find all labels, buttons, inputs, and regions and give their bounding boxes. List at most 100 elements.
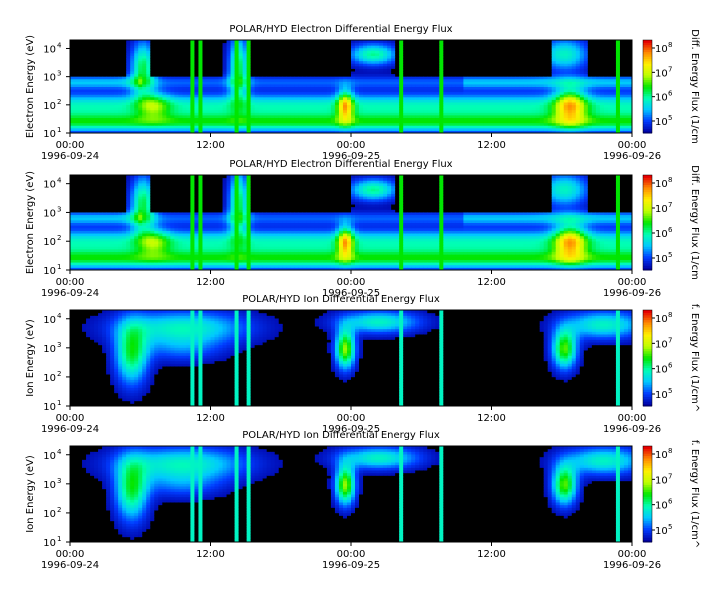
heatmap-cell: [186, 52, 191, 56]
heatmap-cell: [435, 58, 440, 62]
heatmap-cell: [202, 107, 207, 111]
heatmap-cell: [407, 102, 412, 106]
heatmap-cell: [178, 58, 183, 62]
heatmap-cell: [439, 40, 444, 44]
heatmap-cell: [134, 127, 139, 131]
heatmap-cell: [419, 102, 424, 106]
heatmap-cell: [346, 120, 352, 124]
heatmap-cell: [178, 45, 183, 49]
heatmap-cell: [114, 55, 119, 59]
heatmap-cell: [274, 89, 280, 93]
heatmap-cell: [338, 130, 344, 134]
heatmap-cell: [499, 65, 505, 69]
heatmap-cell: [70, 60, 75, 64]
heatmap-cell: [371, 50, 376, 54]
heatmap-cell: [419, 120, 424, 124]
heatmap-cell: [102, 89, 107, 93]
heatmap-cell: [242, 86, 248, 90]
heatmap-cell: [306, 71, 312, 75]
heatmap-cell: [334, 68, 340, 72]
heatmap-cell: [110, 76, 115, 80]
heatmap-cell: [519, 45, 525, 49]
heatmap-cell: [70, 71, 75, 75]
heatmap-cell: [519, 94, 525, 98]
heatmap-cell: [407, 83, 412, 87]
heatmap-cell: [122, 127, 127, 131]
heatmap-cell: [379, 47, 384, 51]
heatmap-cell: [266, 104, 272, 108]
heatmap-cell: [322, 78, 328, 82]
heatmap-cell: [230, 125, 236, 129]
heatmap-cell: [423, 63, 428, 67]
heatmap-cell: [491, 78, 497, 82]
heatmap-cell: [206, 86, 211, 90]
heatmap-cell: [74, 47, 79, 51]
heatmap-cell: [106, 102, 111, 106]
heatmap-cell: [523, 120, 529, 124]
heatmap-cell: [479, 96, 484, 100]
heatmap-cell: [318, 71, 324, 75]
heatmap-cell: [551, 76, 557, 80]
heatmap-cell: [186, 130, 191, 134]
heatmap-cell: [411, 71, 416, 75]
heatmap-cell: [162, 86, 167, 90]
heatmap-cell: [447, 73, 452, 77]
heatmap-cell: [399, 42, 404, 46]
heatmap-cell: [483, 96, 488, 100]
heatmap-cell: [298, 47, 304, 51]
heatmap-cell: [282, 76, 288, 80]
heatmap-cell: [363, 63, 368, 67]
heatmap-cell: [278, 78, 284, 82]
heatmap-cell: [234, 78, 240, 82]
heatmap-cell: [262, 117, 268, 121]
heatmap-cell: [427, 63, 432, 67]
heatmap-cell: [487, 83, 492, 87]
heatmap-cell: [351, 55, 356, 59]
heatmap-cell: [150, 96, 155, 100]
heatmap-cell: [322, 104, 328, 108]
heatmap-cell: [290, 130, 296, 134]
heatmap-cell: [403, 65, 408, 69]
heatmap-cell: [507, 58, 513, 62]
heatmap-cell: [126, 125, 131, 129]
heatmap-cell: [351, 86, 356, 90]
heatmap-cell: [511, 58, 517, 62]
heatmap-cell: [511, 60, 517, 64]
heatmap-cell: [314, 50, 320, 54]
heatmap-cell: [387, 89, 392, 93]
heatmap-cell: [242, 120, 248, 124]
heatmap-cell: [519, 107, 525, 111]
heatmap-cell: [266, 96, 272, 100]
heatmap-cell: [94, 86, 99, 90]
heatmap-cell: [495, 114, 501, 118]
heatmap-cell: [198, 104, 203, 108]
heatmap-cell: [342, 117, 348, 121]
heatmap-cell: [186, 127, 191, 131]
heatmap-cell: [122, 86, 127, 90]
heatmap-cell: [258, 91, 264, 95]
heatmap-cell: [403, 107, 408, 111]
heatmap-cell: [170, 76, 175, 80]
heatmap-cell: [126, 71, 131, 75]
heatmap-cell: [547, 65, 553, 69]
heatmap-cell: [246, 107, 252, 111]
heatmap-cell: [146, 117, 151, 121]
heatmap-cell: [314, 120, 320, 124]
heatmap-cell: [146, 45, 151, 49]
heatmap-cell: [342, 65, 348, 69]
heatmap-cell: [391, 91, 396, 95]
heatmap-cell: [302, 96, 308, 100]
heatmap-cell: [158, 73, 163, 77]
heatmap-cell: [511, 86, 517, 90]
heatmap-cell: [531, 109, 537, 113]
heatmap-cell: [114, 47, 119, 51]
heatmap-cell: [162, 58, 167, 62]
heatmap-cell: [511, 127, 517, 131]
heatmap-cell: [150, 40, 155, 44]
heatmap-cell: [495, 117, 501, 121]
heatmap-cell: [463, 83, 468, 87]
heatmap-cell: [242, 89, 248, 93]
heatmap-cell: [114, 86, 119, 90]
heatmap-cell: [479, 117, 484, 121]
heatmap-cell: [531, 102, 537, 106]
